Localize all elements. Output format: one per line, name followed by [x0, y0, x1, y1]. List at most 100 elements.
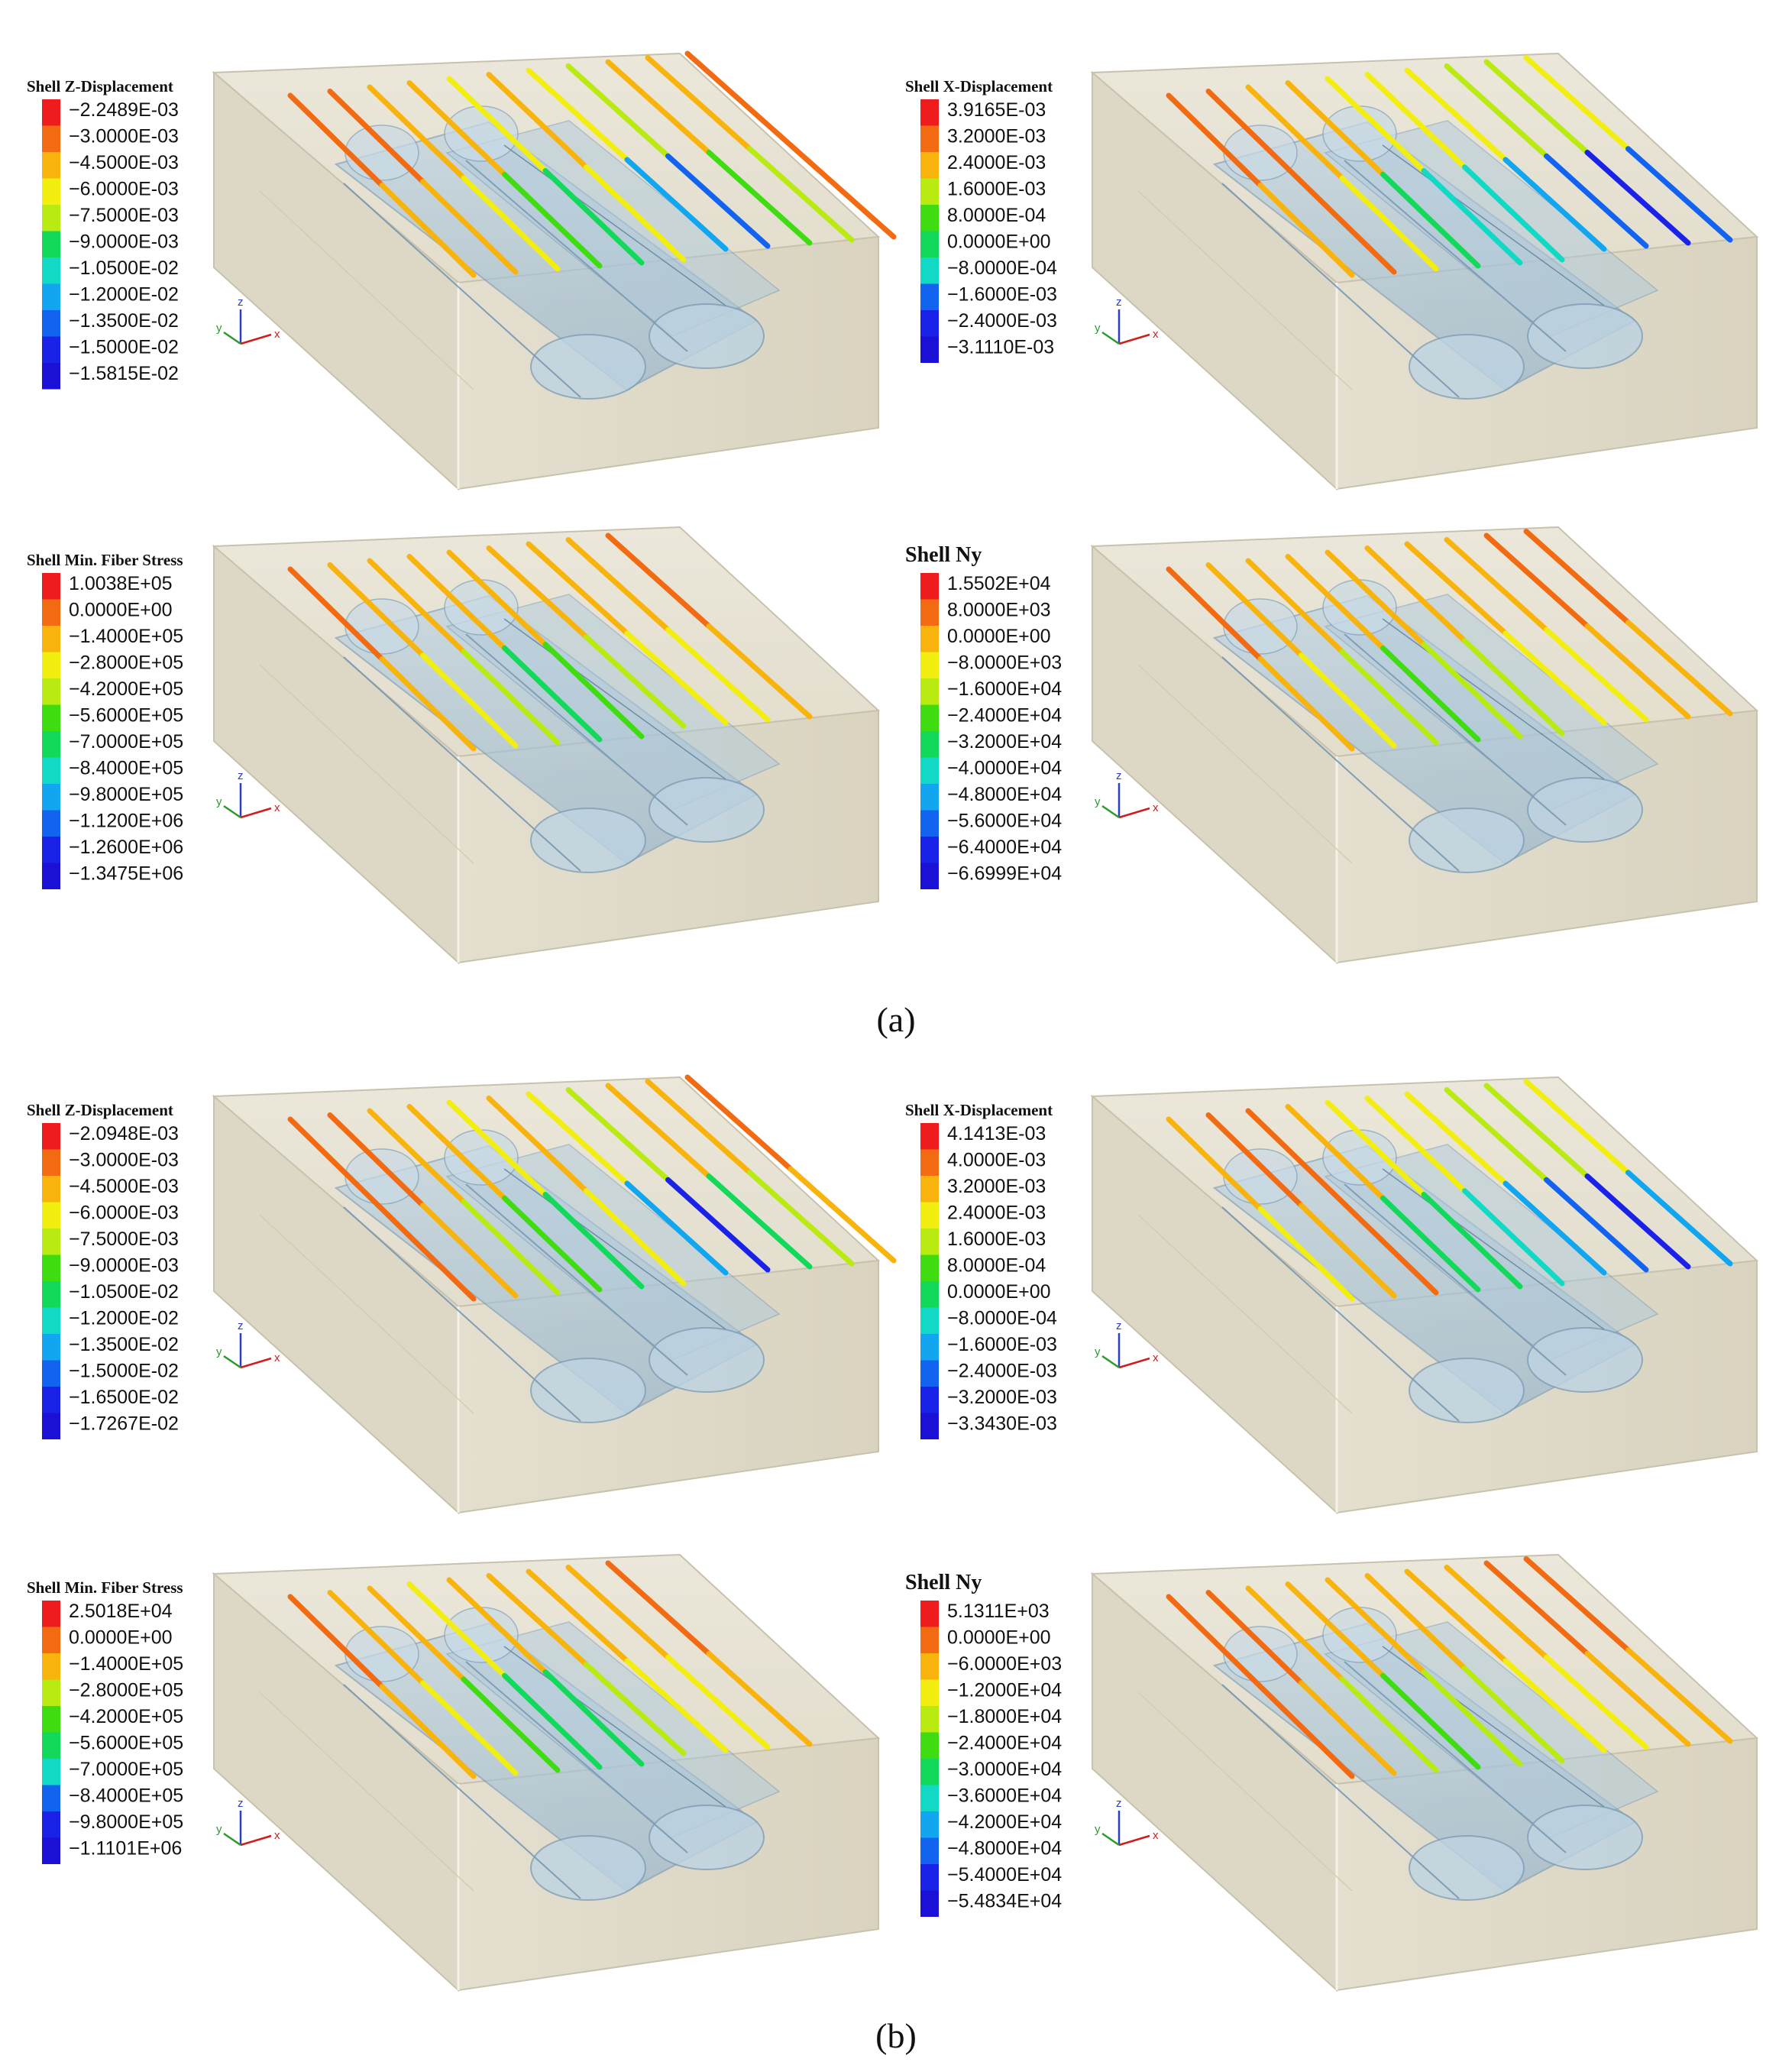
axis-label-x: x: [274, 1351, 280, 1364]
legend-a-x: Shell X-Displacement 3.9165E-03 3.2000E-03…: [905, 77, 1057, 363]
axis-triad: z x y: [216, 769, 280, 819]
rod: [1483, 1083, 1590, 1179]
legend-swatch: [920, 1679, 939, 1706]
legend-tick-label: 4.1413E-03: [947, 1123, 1046, 1144]
legend-tick-label: −3.1110E-03: [947, 337, 1054, 358]
legend-swatch: [42, 810, 60, 837]
legend-swatch: [42, 1653, 60, 1680]
rod: [605, 1083, 712, 1179]
legend-tick-label: −2.4000E-03: [947, 310, 1057, 332]
rod: [1257, 1684, 1355, 1779]
legend-swatch: [920, 731, 939, 758]
legend-swatch: [42, 363, 60, 390]
rod: [1544, 1177, 1649, 1273]
legend-swatch: [920, 1254, 939, 1281]
legend-swatch: [42, 1176, 60, 1203]
legend-swatch: [42, 1202, 60, 1228]
rod: [624, 1658, 729, 1753]
rod: [420, 652, 519, 749]
panel-a-z: z x y Shell Z-Displacement −2.2489E-03 −3.000…: [27, 50, 897, 491]
axis-label-y: y: [216, 795, 222, 808]
legend-swatch: [42, 1627, 60, 1653]
axis-label-z: z: [238, 296, 244, 309]
rod: [446, 76, 548, 173]
rod: [1584, 623, 1691, 720]
rod: [526, 541, 630, 636]
legend-swatch: [920, 125, 939, 152]
axis-label-x: x: [1153, 1829, 1159, 1842]
rod: [420, 1680, 519, 1776]
legend-tick-label: −6.0000E+03: [947, 1653, 1062, 1675]
legend-swatch: [42, 1254, 60, 1281]
legend-tick-label: 0.0000E+00: [69, 600, 173, 621]
rod: [1364, 1096, 1467, 1194]
legend-tick-label: −5.4834E+04: [947, 1891, 1062, 1912]
panel-a-ny: z x y Shell Ny 1.5502E+04 8.0000E+03 0.0000E+0…: [905, 526, 1759, 965]
legend-swatch: [920, 1149, 939, 1176]
legend-swatch: [42, 1334, 60, 1361]
rod: [1444, 63, 1549, 159]
axis-label-z: z: [1116, 769, 1122, 782]
rod: [1299, 179, 1397, 275]
legend-swatch: [920, 1864, 939, 1891]
legend-swatch: [42, 1759, 60, 1785]
rod: [1584, 1173, 1691, 1270]
rod: [1285, 554, 1386, 651]
legend-tick-label: 2.4000E-03: [947, 1203, 1046, 1224]
rod: [1364, 545, 1467, 644]
legend-tick-label: −1.2000E-02: [69, 284, 179, 306]
legend-tick-label: −1.2000E+04: [947, 1680, 1062, 1701]
rod: [327, 1590, 425, 1686]
legend-swatch: [920, 99, 939, 126]
legend-swatch: [920, 810, 939, 837]
rod: [584, 164, 687, 263]
rod: [1421, 1192, 1523, 1290]
legend-tick-label: −8.0000E-04: [947, 257, 1057, 279]
legend-tick-label: −7.5000E-03: [69, 1228, 179, 1250]
shell-rods: [287, 1074, 897, 1302]
rod: [1444, 537, 1549, 633]
legend-swatch: [920, 231, 939, 257]
legend-swatch: [920, 1387, 939, 1413]
legend-tick-label: −1.3500E-02: [69, 310, 179, 332]
rod: [788, 1166, 897, 1264]
legend-tick-label: −4.8000E+04: [947, 784, 1062, 805]
legend-swatch: [42, 652, 60, 678]
rod: [1205, 1590, 1304, 1686]
legend-swatch: [920, 757, 939, 784]
rod: [1339, 649, 1439, 746]
legend-tick-label: 3.2000E-03: [947, 1176, 1046, 1197]
rod: [1299, 1203, 1397, 1299]
rod: [1502, 157, 1607, 252]
rod: [379, 656, 477, 752]
caption-b: (b): [875, 2016, 917, 2055]
legend-tick-label: −1.7267E-02: [69, 1413, 179, 1435]
legend-tick-label: −1.3500E-02: [69, 1334, 179, 1355]
legend-swatch: [920, 863, 939, 889]
legend-swatch: [920, 1732, 939, 1759]
axis-label-z: z: [238, 1319, 244, 1332]
shell-rods: [287, 1560, 813, 1779]
legend-tick-label: −1.1200E+06: [69, 811, 183, 832]
legend-tick-label: −4.2000E+05: [69, 1706, 183, 1727]
rod: [1364, 1573, 1467, 1672]
rod: [788, 142, 897, 240]
rod: [1462, 638, 1565, 736]
rod: [446, 1099, 548, 1197]
shell-rods: [1166, 55, 1733, 278]
rod: [1421, 1669, 1523, 1767]
rod: [1299, 652, 1397, 749]
legend-tick-label: 0.0000E+00: [69, 1627, 173, 1649]
legend-swatch: [42, 573, 60, 600]
legend-swatch: [920, 678, 939, 705]
legend-tick-label: −1.4000E+05: [69, 1653, 183, 1675]
legend-swatch: [42, 1360, 60, 1387]
legend-swatch: [920, 1627, 939, 1653]
legend-tick-label: −9.0000E-03: [69, 231, 179, 253]
rod: [1444, 1087, 1549, 1183]
legend-swatch: [42, 757, 60, 784]
rod: [1502, 630, 1607, 726]
legend-swatch: [42, 1228, 60, 1255]
legend-tick-label: −1.2000E-02: [69, 1308, 179, 1329]
legend-tick-label: 3.2000E-03: [947, 126, 1046, 147]
